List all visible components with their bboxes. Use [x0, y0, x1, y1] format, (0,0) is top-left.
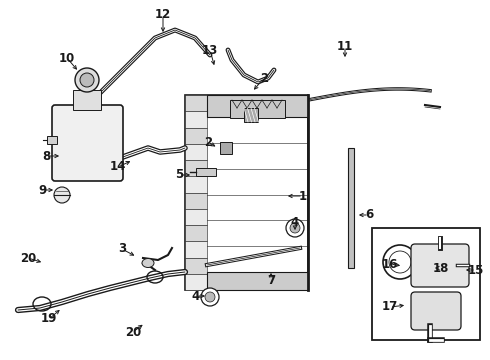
FancyBboxPatch shape — [411, 292, 461, 330]
Bar — [196, 168, 216, 176]
FancyBboxPatch shape — [52, 105, 123, 181]
Text: 1: 1 — [299, 189, 307, 202]
Bar — [185, 257, 207, 274]
Circle shape — [75, 68, 99, 92]
Bar — [244, 108, 258, 122]
Circle shape — [80, 73, 94, 87]
Text: 2: 2 — [260, 72, 268, 85]
Ellipse shape — [142, 258, 154, 267]
Text: 5: 5 — [175, 168, 183, 181]
Bar — [185, 160, 207, 176]
Bar — [185, 111, 207, 127]
Text: 16: 16 — [382, 257, 398, 270]
Circle shape — [54, 187, 70, 203]
Text: 8: 8 — [42, 149, 50, 162]
Text: 3: 3 — [118, 243, 126, 256]
Bar — [220, 142, 232, 154]
Text: 4: 4 — [192, 289, 200, 302]
Bar — [185, 274, 207, 290]
Bar — [185, 241, 207, 257]
Text: 20: 20 — [20, 252, 36, 265]
Text: 18: 18 — [433, 261, 449, 274]
Circle shape — [201, 288, 219, 306]
Bar — [185, 193, 207, 209]
Bar — [185, 176, 207, 193]
Text: 2: 2 — [204, 135, 212, 148]
Bar — [185, 144, 207, 160]
Text: 13: 13 — [202, 44, 218, 57]
Circle shape — [290, 223, 300, 233]
FancyBboxPatch shape — [411, 244, 469, 287]
Bar — [73, 90, 101, 110]
Bar — [348, 148, 354, 268]
Text: 19: 19 — [41, 312, 57, 325]
Text: 15: 15 — [468, 264, 484, 276]
Bar — [230, 100, 285, 118]
Bar — [185, 127, 207, 144]
Text: 17: 17 — [382, 301, 398, 314]
Bar — [47, 136, 57, 144]
Circle shape — [205, 292, 215, 302]
Circle shape — [286, 219, 304, 237]
Bar — [185, 95, 308, 290]
Text: 12: 12 — [155, 9, 171, 22]
Bar — [372, 228, 480, 340]
Bar — [207, 95, 308, 117]
Bar — [185, 225, 207, 241]
Bar — [207, 272, 308, 290]
Text: 7: 7 — [267, 274, 275, 287]
Text: 20: 20 — [125, 325, 141, 338]
Text: 11: 11 — [337, 40, 353, 54]
Text: 14: 14 — [110, 161, 126, 174]
Text: 10: 10 — [59, 51, 75, 64]
Text: 9: 9 — [38, 184, 46, 197]
Bar — [185, 209, 207, 225]
Bar — [185, 95, 207, 111]
Text: 6: 6 — [365, 208, 373, 221]
Text: 4: 4 — [291, 216, 299, 229]
